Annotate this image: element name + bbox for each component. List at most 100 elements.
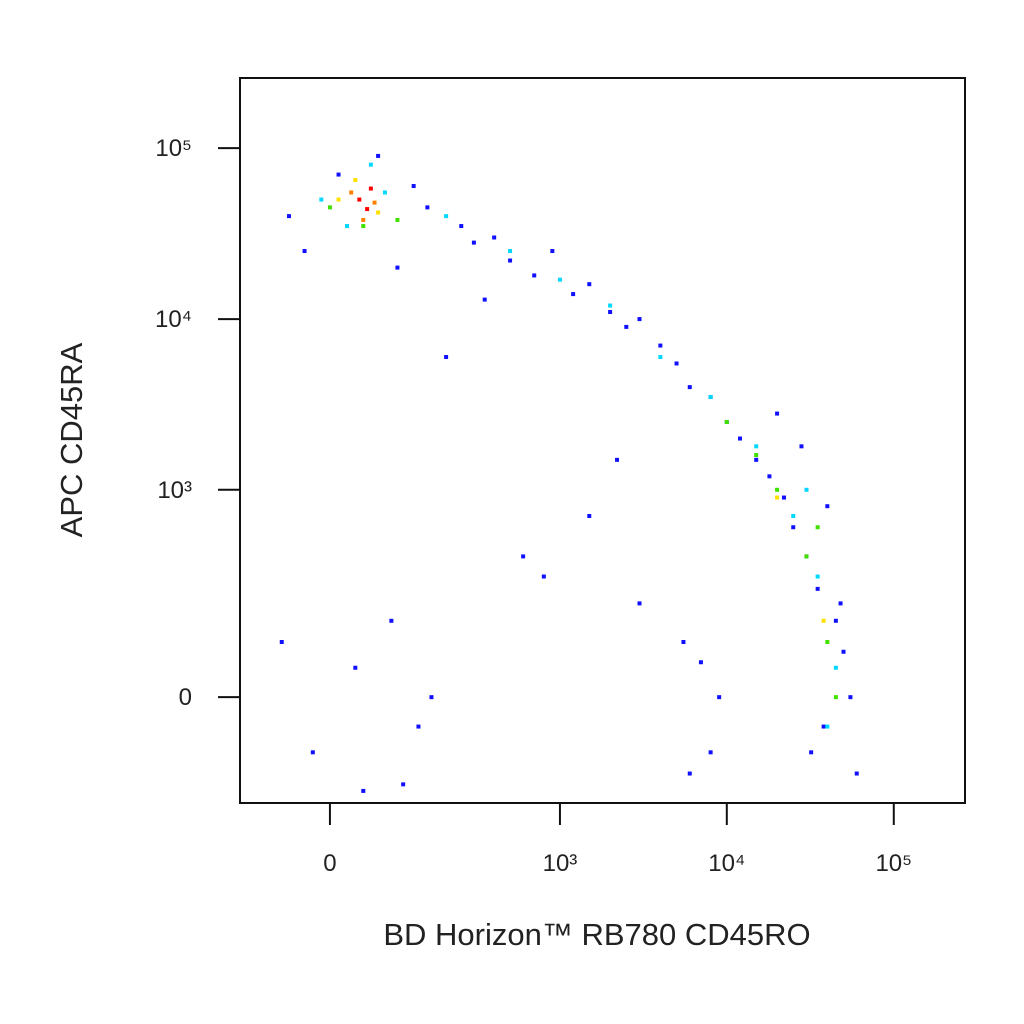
data-point <box>687 771 692 776</box>
data-point <box>376 210 381 215</box>
data-point <box>658 343 663 348</box>
data-point <box>833 665 838 670</box>
data-point <box>310 750 315 755</box>
data-point <box>376 153 381 158</box>
data-point <box>368 162 373 167</box>
data-point <box>319 197 324 202</box>
data-point <box>429 695 434 700</box>
data-point <box>754 453 759 458</box>
data-point <box>336 172 341 177</box>
data-point <box>825 504 830 509</box>
data-point <box>361 224 366 229</box>
data-point <box>353 665 358 670</box>
data-point <box>401 782 406 787</box>
data-point <box>508 249 513 254</box>
data-point <box>395 265 400 270</box>
data-point <box>754 457 759 462</box>
data-point <box>825 639 830 644</box>
data-point <box>854 771 859 776</box>
data-point <box>681 639 686 644</box>
data-point <box>775 495 780 500</box>
data-point <box>804 487 809 492</box>
data-point <box>791 513 796 518</box>
data-point <box>804 554 809 559</box>
data-point <box>809 750 814 755</box>
y-tick-label: 10³ <box>157 477 192 504</box>
data-point <box>532 273 537 278</box>
data-point <box>674 361 679 366</box>
data-point <box>841 649 846 654</box>
data-point <box>833 695 838 700</box>
data-point <box>459 224 464 229</box>
data-point <box>815 574 820 579</box>
x-tick-label: 10⁴ <box>708 850 745 877</box>
data-point <box>587 513 592 518</box>
data-point <box>608 310 613 315</box>
x-tick-label: 10³ <box>543 850 578 877</box>
data-point <box>821 724 826 729</box>
x-axis-title: BD Horizon™ RB780 CD45RO <box>383 917 810 952</box>
data-point <box>365 207 370 212</box>
data-point <box>754 444 759 449</box>
data-point <box>775 487 780 492</box>
data-point <box>815 586 820 591</box>
data-point <box>357 197 362 202</box>
data-point <box>444 214 449 219</box>
data-point <box>521 554 526 559</box>
data-point <box>791 525 796 530</box>
data-point <box>717 695 722 700</box>
data-point <box>353 178 358 183</box>
data-point <box>550 249 555 254</box>
data-point <box>395 217 400 222</box>
data-point <box>382 190 387 195</box>
data-point <box>637 317 642 322</box>
data-point <box>336 197 341 202</box>
data-point <box>541 574 546 579</box>
data-point <box>361 217 366 222</box>
data-point <box>372 200 377 205</box>
data-point <box>799 444 804 449</box>
data-point <box>368 186 373 191</box>
data-point <box>815 525 820 530</box>
data-point <box>767 474 772 479</box>
data-point <box>302 249 307 254</box>
data-point <box>848 695 853 700</box>
data-point <box>624 324 629 329</box>
y-axis-title: APC CD45RA <box>54 342 89 537</box>
data-point <box>361 788 366 793</box>
data-point <box>833 618 838 623</box>
data-point <box>821 618 826 623</box>
data-point <box>425 205 430 210</box>
data-point <box>345 224 350 229</box>
data-point <box>658 355 663 360</box>
data-point <box>286 214 291 219</box>
data-point <box>571 292 576 297</box>
y-tick-label: 0 <box>179 684 192 711</box>
data-point <box>775 411 780 416</box>
data-point <box>724 419 729 424</box>
data-point <box>508 258 513 263</box>
y-tick-label: 10⁵ <box>155 135 192 162</box>
data-point <box>279 639 284 644</box>
data-point <box>349 190 354 195</box>
data-point <box>838 601 843 606</box>
data-point <box>587 282 592 287</box>
plot-frame <box>239 77 966 804</box>
data-point <box>615 457 620 462</box>
data-point <box>416 724 421 729</box>
data-point <box>708 395 713 400</box>
x-tick-label: 0 <box>323 850 336 877</box>
data-point <box>738 436 743 441</box>
data-point <box>698 660 703 665</box>
x-tick-label: 10⁵ <box>875 850 912 877</box>
data-point <box>825 724 830 729</box>
data-point <box>327 205 332 210</box>
data-point <box>471 240 476 245</box>
data-point <box>482 297 487 302</box>
data-point <box>687 385 692 390</box>
data-point <box>492 235 497 240</box>
data-point <box>781 495 786 500</box>
data-point <box>444 355 449 360</box>
